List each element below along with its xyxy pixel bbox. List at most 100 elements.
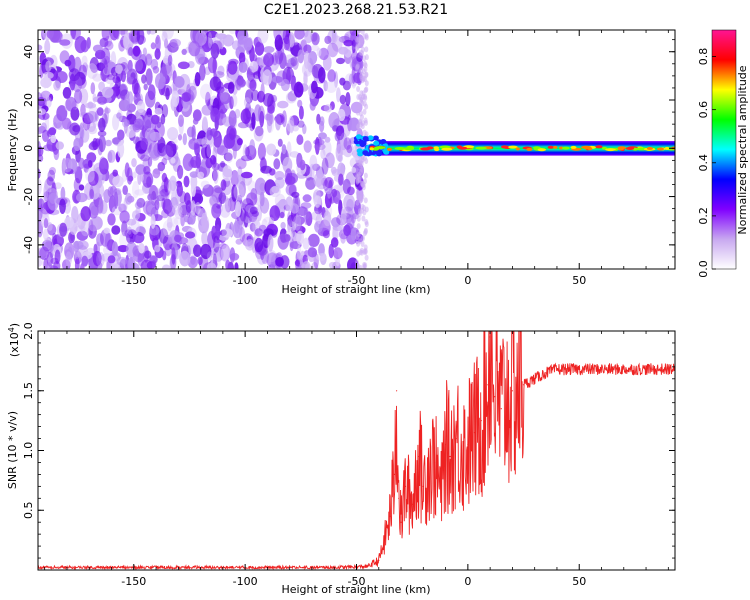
noise-blob: [92, 44, 103, 53]
snr-point: [440, 491, 442, 493]
noise-blob: [330, 166, 337, 174]
signal-blob: [358, 139, 365, 145]
noise-blob: [253, 125, 264, 142]
noise-blob: [309, 154, 318, 171]
noise-blob: [206, 144, 211, 158]
noise-blob: [176, 183, 183, 197]
noise-blob: [164, 38, 169, 49]
snr-point: [645, 368, 647, 370]
noise-blob: [72, 240, 84, 250]
snr-point: [473, 432, 476, 434]
signal-hotspot: [403, 147, 415, 151]
noise-blob: [219, 92, 231, 105]
noise-blob: [213, 166, 219, 184]
noise-blob: [120, 30, 126, 37]
noise-blob: [142, 47, 147, 56]
snr-point: [378, 559, 380, 562]
noise-blob: [194, 142, 200, 157]
noise-blob: [107, 186, 114, 198]
noise-blob: [307, 233, 320, 247]
signal-blob: [355, 134, 362, 140]
snr-point: [507, 396, 509, 398]
noise-blob: [187, 41, 194, 52]
noise-blob: [200, 83, 212, 100]
signal-hotspot: [426, 146, 434, 150]
snr-x-axis-label: Height of straight line (km): [281, 583, 430, 596]
noise-blob: [88, 201, 99, 219]
noise-blob: [82, 113, 91, 131]
noise-blob: [162, 30, 174, 40]
noise-blob: [47, 169, 56, 182]
noise-blob: [229, 252, 240, 261]
noise-blob: [275, 257, 284, 267]
noise-blob: [54, 249, 61, 265]
y-tick-label: 2.0: [22, 322, 35, 340]
signal-hotspot: [508, 145, 518, 149]
noise-blob: [161, 209, 169, 219]
noise-blob: [293, 81, 304, 98]
noise-blob: [340, 206, 347, 225]
noise-blob: [200, 243, 212, 260]
noise-blob: [140, 137, 149, 150]
noise-blob: [167, 180, 179, 194]
noise-blob: [327, 42, 339, 58]
colorbar-ticks: 0.0 0.2 0.4 0.6 0.8: [697, 48, 716, 278]
noise-blob: [193, 244, 202, 257]
noise-blob: [145, 68, 153, 86]
noise-blob: [192, 118, 199, 125]
noise-blob: [224, 198, 232, 213]
signal-blob: [362, 136, 369, 142]
noise-blob: [184, 192, 191, 206]
noise-blob: [177, 165, 184, 179]
signal-hotspot: [561, 146, 570, 150]
noise-blob: [162, 250, 167, 261]
noise-blob: [360, 207, 364, 214]
noise-blob: [99, 156, 107, 170]
noise-blob: [43, 183, 49, 201]
noise-blob: [205, 91, 211, 107]
x-tick-label: -100: [233, 575, 258, 588]
snr-point: [389, 515, 391, 517]
noise-blob: [236, 78, 246, 88]
noise-blob: [323, 104, 333, 113]
noise-blob: [219, 229, 227, 236]
colorbar-tick-label: 0.6: [697, 101, 710, 119]
snr-point: [396, 390, 398, 392]
noise-blob: [273, 158, 281, 170]
noise-blob: [79, 112, 91, 118]
colorbar-tick-label: 0.0: [697, 260, 710, 278]
y-tick-label: 0.5: [22, 502, 35, 520]
noise-blob: [180, 213, 186, 227]
noise-blob: [242, 144, 248, 161]
spectrogram-y-axis-label: Frequency (Hz): [6, 109, 19, 192]
noise-blob: [68, 68, 80, 82]
noise-blob: [331, 35, 343, 52]
noise-blob: [65, 251, 72, 267]
noise-blob: [221, 228, 233, 238]
snr-point: [433, 461, 436, 463]
noise-blob: [311, 32, 320, 46]
noise-blob: [97, 96, 107, 105]
noise-blob: [262, 93, 274, 107]
noise-blob: [364, 219, 369, 225]
noise-blob: [76, 192, 88, 203]
noise-blob: [112, 169, 118, 177]
noise-blob: [364, 119, 368, 126]
noise-blob: [324, 136, 331, 143]
noise-blob: [127, 226, 132, 235]
noise-blob: [109, 30, 119, 41]
noise-blob: [355, 36, 360, 43]
noise-blob: [364, 254, 369, 261]
snr-point: [500, 408, 502, 410]
noise-blob: [194, 72, 201, 87]
noise-blob: [288, 32, 295, 48]
noise-blob: [154, 107, 163, 115]
noise-blob: [73, 177, 81, 193]
noise-blob: [296, 230, 304, 245]
spectrogram-signal-band: [353, 134, 675, 157]
noise-blob: [150, 114, 160, 125]
x-tick-label: 0: [464, 274, 471, 287]
noise-blob: [302, 194, 312, 203]
noise-blob: [309, 100, 316, 111]
x-tick-label: 50: [572, 274, 586, 287]
